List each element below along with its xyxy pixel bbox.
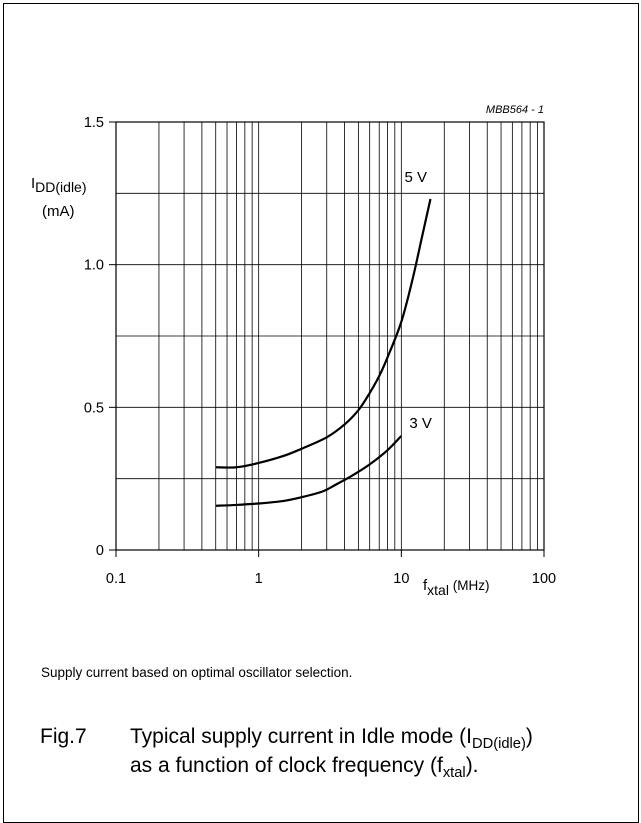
x-tick-label: 100 [532, 571, 556, 587]
y-tick-label: 1.5 [84, 115, 104, 131]
x-tick-label: 10 [393, 571, 409, 587]
series-line-5v [215, 198, 432, 469]
caption-line2: as a function of clock frequency (fxtal)… [130, 754, 479, 781]
x-tick-label: 1 [255, 571, 263, 587]
chart: 0 0.5 1.0 1.5 0.1 1 10 100 5 V 3 V MBB564 - 1 ID… [31, 104, 556, 598]
series-lines [215, 198, 432, 507]
footnote: Supply current based on optimal oscillat… [41, 665, 353, 680]
y-tick-label: 0 [96, 543, 104, 559]
chart-grid [116, 121, 544, 550]
figure-number: Fig.7 [40, 725, 87, 748]
caption-line1: Typical supply current in Idle mode (IDD… [130, 725, 533, 752]
y-axis-label: IDD(idle) [31, 175, 87, 195]
x-tick-label: 0.1 [106, 571, 126, 587]
series-label: 3 V [409, 415, 432, 432]
series-labels: 5 V 3 V [404, 169, 431, 432]
series-line-3v [215, 435, 403, 507]
y-tick-label: 1.0 [84, 258, 104, 274]
plot-area [115, 121, 545, 551]
series-label: 5 V [404, 169, 427, 186]
figure-caption: Fig.7 Typical supply current in Idle mode… [40, 722, 533, 780]
figure-code: MBB564 - 1 [486, 104, 544, 116]
x-axis-label: fxtal (MHz) [423, 577, 489, 598]
y-tick-label: 0.5 [84, 400, 104, 416]
y-axis-unit: (mA) [42, 203, 75, 220]
axis-ticks: 0 0.5 1.0 1.5 0.1 1 10 100 [84, 115, 556, 587]
